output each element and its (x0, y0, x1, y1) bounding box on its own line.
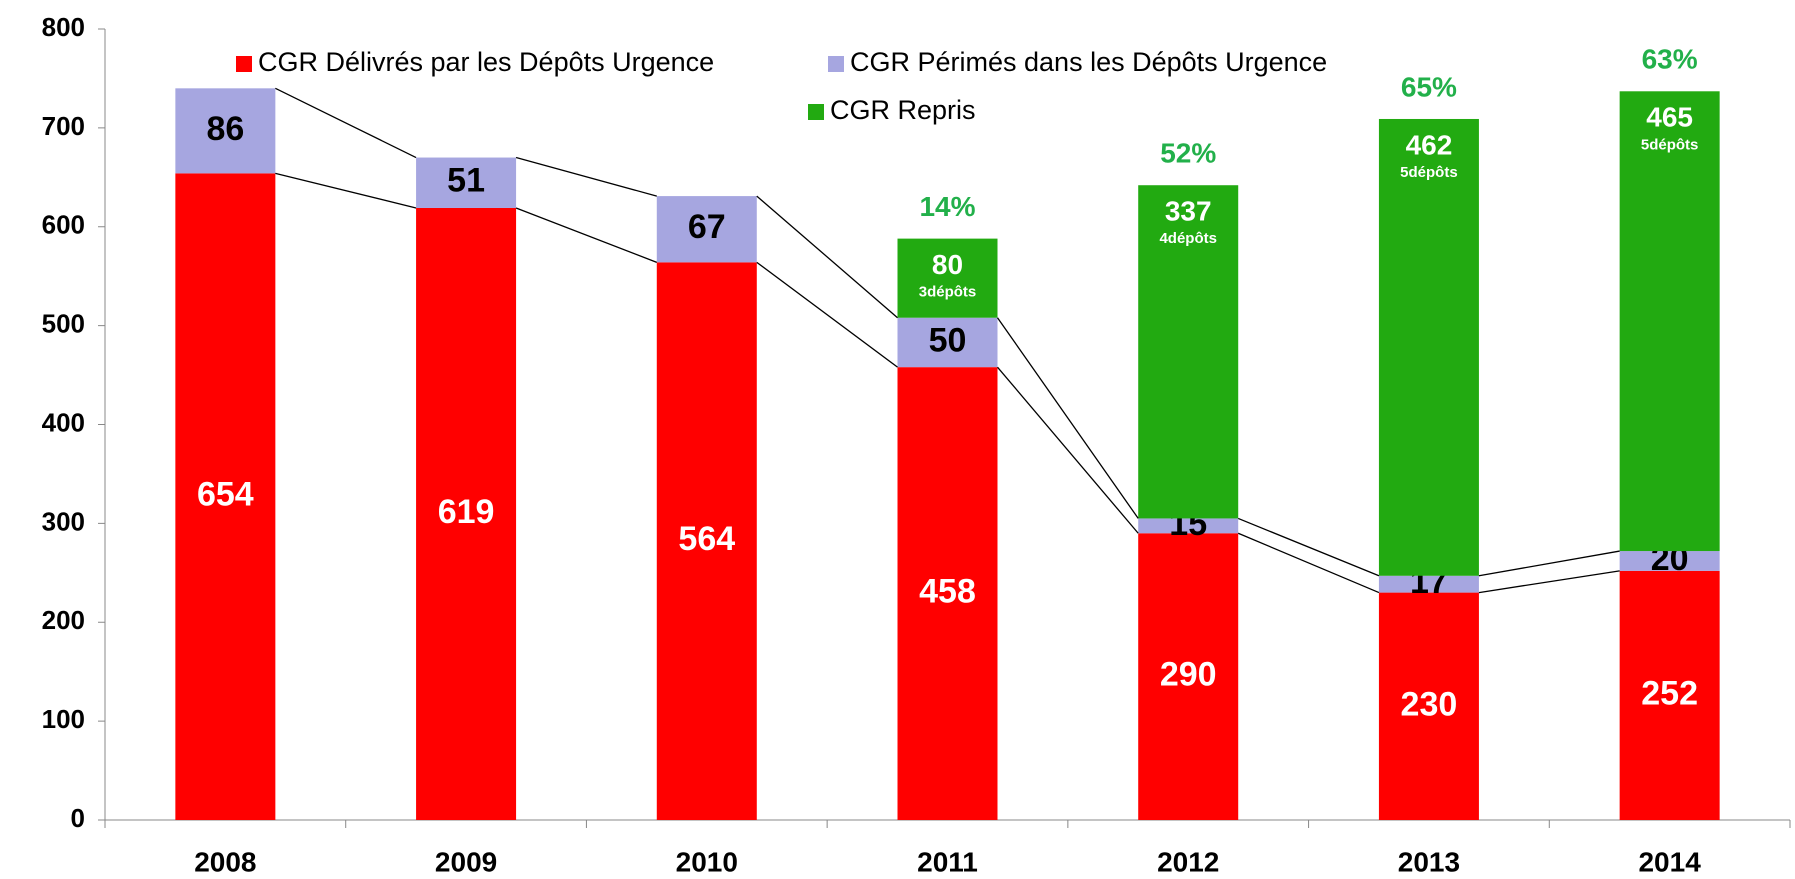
x-tick-label: 2009 (435, 846, 497, 877)
bar-segment (1138, 185, 1239, 519)
bar-segment (656, 196, 757, 263)
percent-label: 52% (1160, 138, 1216, 169)
value-label: 80 (932, 249, 963, 280)
bar-segment (175, 173, 276, 821)
x-tick-label: 2011 (917, 846, 978, 877)
x-tick-label: 2008 (194, 846, 256, 877)
connector (1237, 517, 1380, 577)
legend-swatch (828, 56, 844, 72)
value-label: 51 (447, 162, 485, 200)
percent-label: 63% (1642, 44, 1698, 75)
bar-segment (656, 262, 757, 821)
bar-segment (897, 317, 998, 368)
connector (997, 366, 1139, 534)
value-label: 465 (1646, 102, 1693, 133)
y-tick-label: 600 (42, 210, 85, 240)
connector (756, 195, 898, 319)
legend-swatch (236, 56, 252, 72)
y-tick-label: 700 (42, 111, 85, 141)
y-tick-label: 0 (71, 803, 85, 833)
bar-segment (1619, 91, 1720, 552)
y-tick-label: 300 (42, 506, 85, 536)
value-label: 50 (929, 321, 967, 359)
value-label: 252 (1641, 674, 1698, 712)
value-label: 462 (1406, 129, 1453, 160)
value-label: 564 (678, 520, 735, 558)
depot-label: 5dépôts (1400, 164, 1458, 181)
bar-segment (897, 238, 998, 318)
percent-label: 65% (1401, 71, 1457, 102)
y-tick-label: 100 (42, 704, 85, 734)
value-label: 458 (919, 573, 976, 611)
bar-segment (1378, 118, 1479, 576)
percent-label: 14% (919, 191, 975, 222)
x-tick-label: 2012 (1157, 846, 1219, 877)
value-label: 67 (688, 208, 726, 246)
y-tick-label: 200 (42, 605, 85, 635)
y-tick-label: 800 (42, 12, 85, 42)
legend-swatch (808, 104, 824, 120)
bar-segment (1138, 533, 1239, 820)
bar-segment (1138, 518, 1239, 534)
y-tick-label: 400 (42, 407, 85, 437)
connector (515, 207, 658, 263)
value-label: 654 (197, 476, 254, 514)
legend-label: CGR Périmés dans les Dépôts Urgence (850, 47, 1327, 77)
depot-label: 4dépôts (1159, 230, 1217, 247)
connector (275, 87, 417, 159)
connector (1237, 532, 1380, 594)
legend-label: CGR Délivrés par les Dépôts Urgence (258, 47, 714, 77)
bar-segment (897, 367, 998, 820)
value-label: 290 (1160, 656, 1217, 694)
bar-segment (1619, 570, 1720, 820)
bar-segment (1378, 575, 1479, 593)
connector (275, 172, 417, 209)
depot-label: 5dépôts (1641, 136, 1699, 153)
connector (515, 156, 657, 197)
value-label: 337 (1165, 196, 1212, 227)
bar-segment (1378, 592, 1479, 820)
connector (756, 261, 898, 368)
value-label: 86 (206, 110, 244, 148)
connector (1478, 550, 1620, 577)
x-tick-label: 2014 (1638, 846, 1701, 877)
bar-segment (175, 88, 276, 174)
value-label: 230 (1401, 685, 1458, 723)
value-label: 619 (438, 493, 495, 531)
bar-segment (416, 157, 517, 208)
bar-segment (416, 207, 517, 820)
x-tick-label: 2010 (676, 846, 738, 877)
connector (996, 317, 1139, 519)
x-tick-label: 2013 (1398, 846, 1460, 877)
connector (1478, 570, 1620, 594)
legend-label: CGR Repris (830, 95, 976, 125)
y-tick-label: 500 (42, 309, 85, 339)
bar-segment (1619, 551, 1720, 571)
depot-label: 3dépôts (919, 284, 977, 301)
